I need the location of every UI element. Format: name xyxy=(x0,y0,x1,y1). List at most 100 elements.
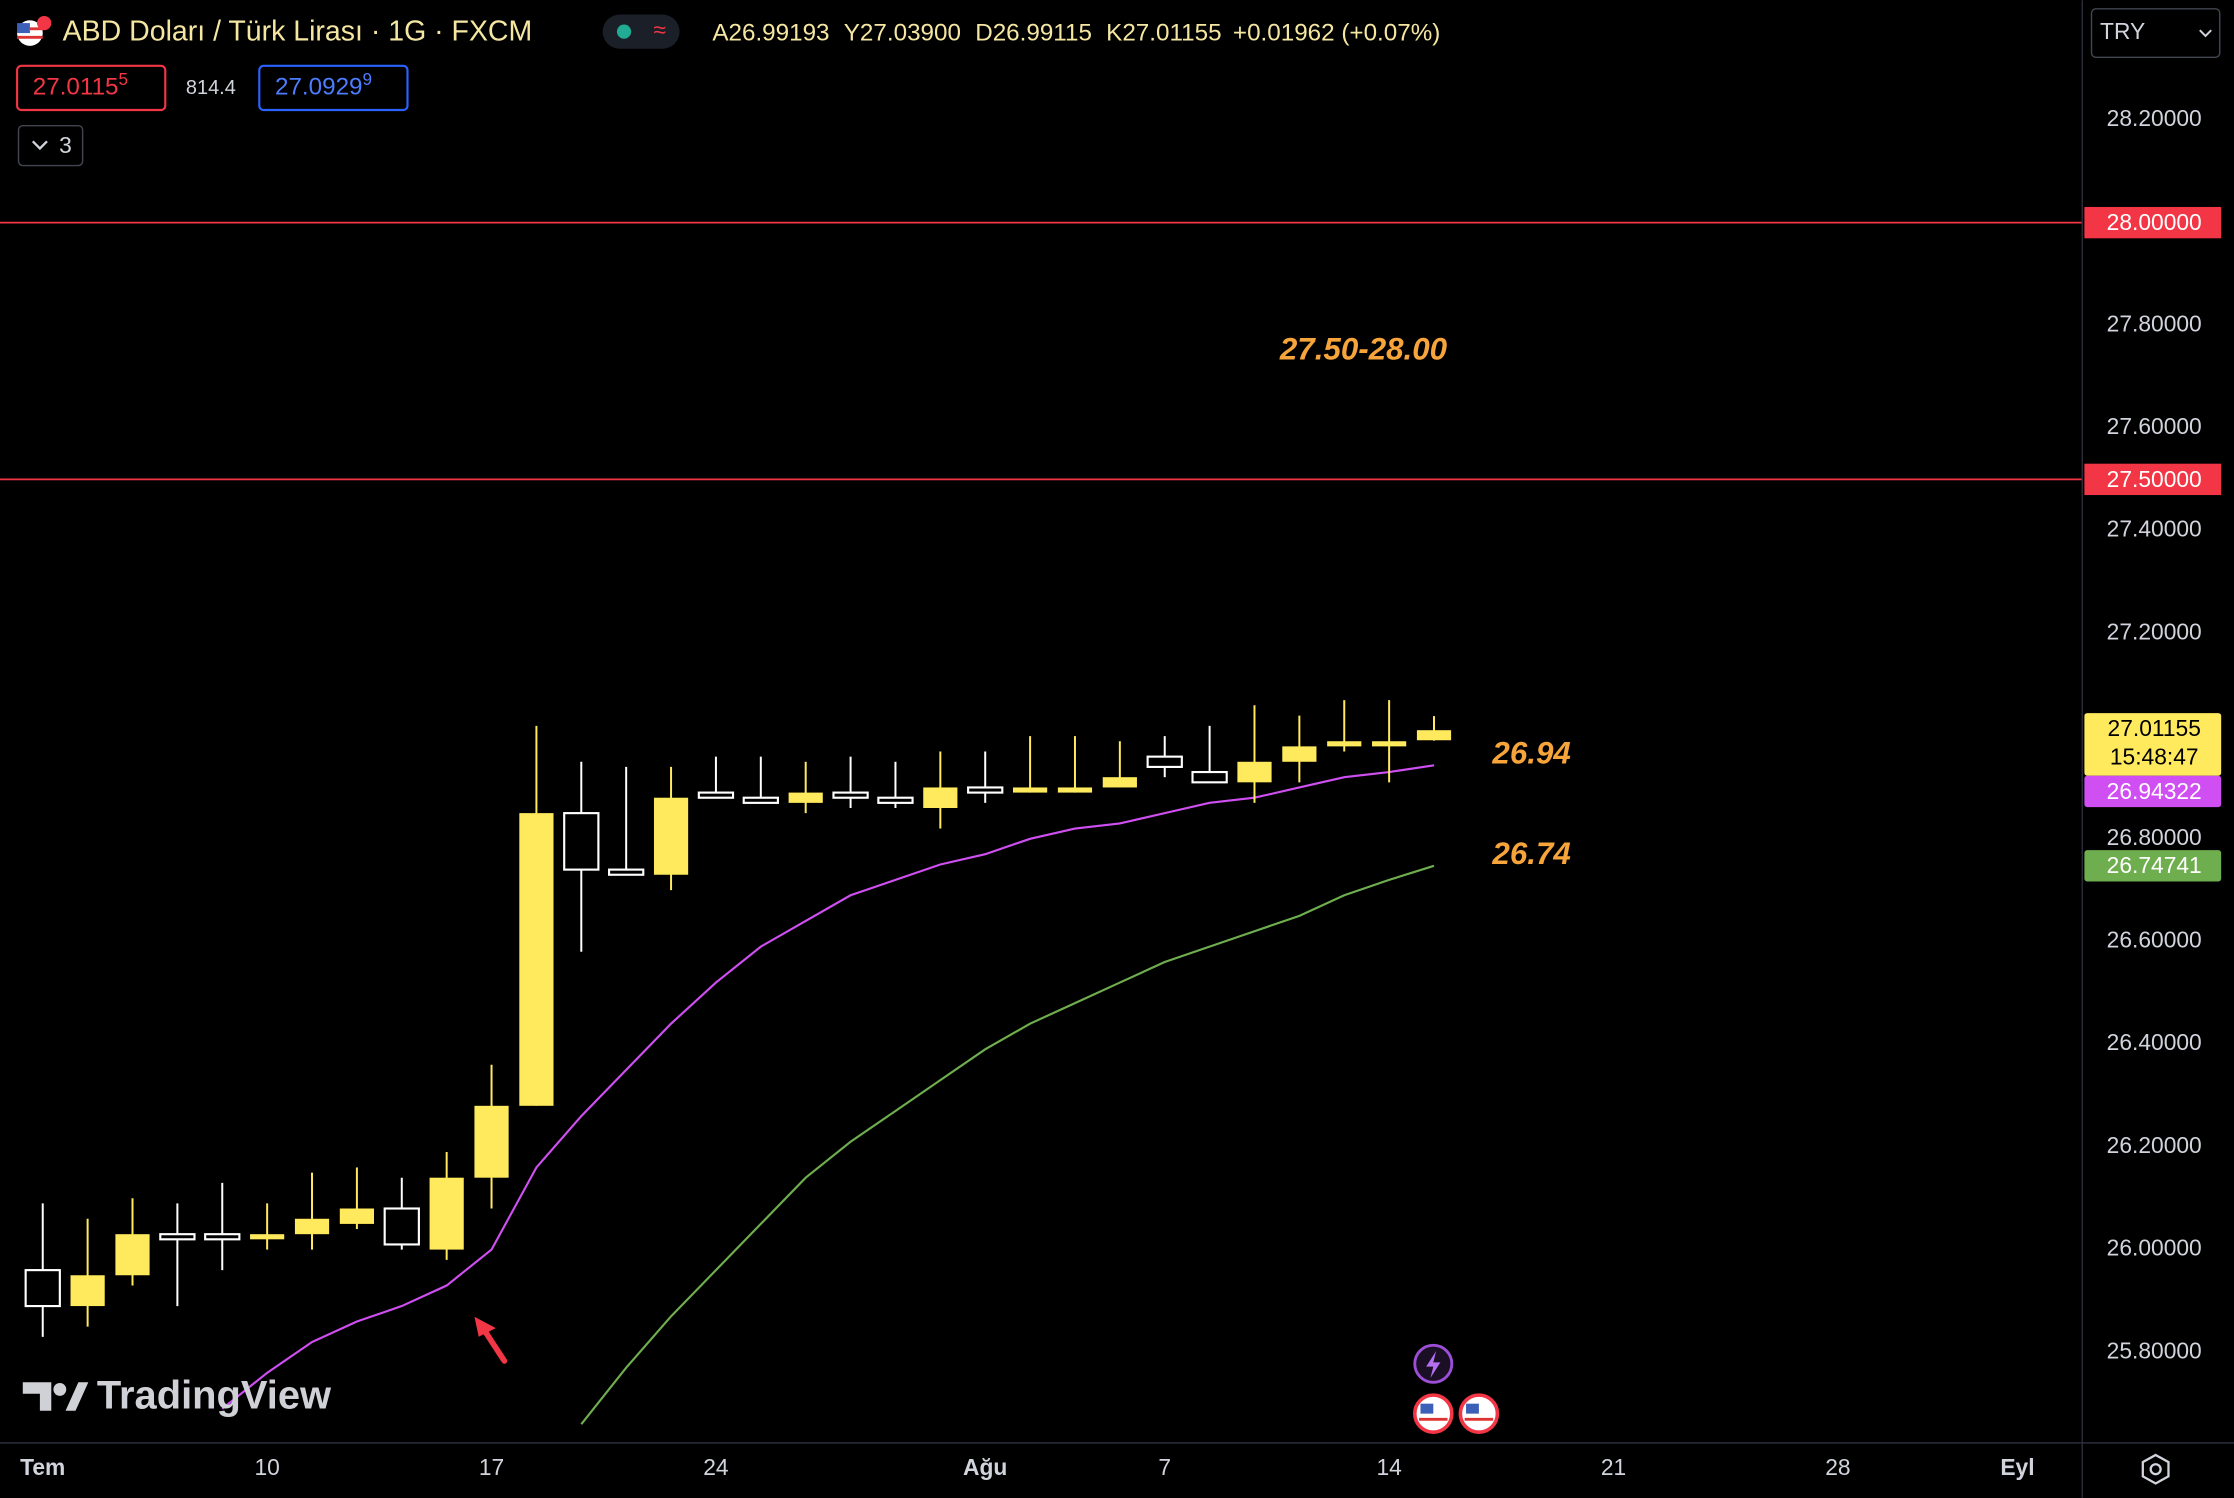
collapse-button[interactable]: 3 xyxy=(17,124,84,167)
indicator-price-label: 26.74741 xyxy=(2107,852,2202,878)
ohlc-key: D xyxy=(975,20,993,47)
candle-body xyxy=(832,791,869,799)
candle-body xyxy=(429,1177,464,1250)
x-tick-label: 14 xyxy=(1376,1454,1401,1480)
y-tick-label: 26.80000 xyxy=(2107,824,2202,850)
y-tick-label: 26.00000 xyxy=(2107,1235,2202,1261)
y-tick-label: 28.20000 xyxy=(2107,105,2202,131)
ask-price: 27.09299 xyxy=(275,70,372,101)
candle-body xyxy=(24,1269,61,1308)
y-tick-label: 27.60000 xyxy=(2107,413,2202,439)
x-tick-label: Ağu xyxy=(963,1454,1007,1480)
candle-body xyxy=(1102,777,1137,788)
y-tick-label: 25.80000 xyxy=(2107,1337,2202,1363)
indicator-price-bg xyxy=(2084,850,2222,882)
x-tick-label: Tem xyxy=(20,1454,65,1480)
x-tick-label: Eyl xyxy=(2000,1454,2034,1480)
candle-body xyxy=(474,1105,509,1178)
candle-body xyxy=(1416,730,1452,741)
bid-price: 27.01155 xyxy=(33,70,128,101)
y-tick-label: 26.40000 xyxy=(2107,1029,2202,1055)
candle-body xyxy=(1327,741,1362,747)
y-tick-label: 26.60000 xyxy=(2107,927,2202,953)
ohlc-value: 27.03900 xyxy=(860,20,961,47)
ask-price-main: 27.0929 xyxy=(275,74,363,101)
level-label: 27.50000 xyxy=(2107,466,2202,492)
candle-body xyxy=(1237,761,1272,783)
candle-body xyxy=(967,786,1004,794)
arrow-annotation xyxy=(474,1316,508,1364)
y-tick-label: 27.40000 xyxy=(2107,516,2202,542)
annotation: 26.74 xyxy=(1491,836,1570,871)
countdown: 15:48:47 xyxy=(2110,744,2199,770)
candle-body xyxy=(742,796,779,804)
candle-body xyxy=(608,868,645,876)
currency-label: TRY xyxy=(2100,18,2145,44)
candle-body xyxy=(339,1208,374,1224)
spread: 814.4 xyxy=(186,77,236,99)
moving-average-line xyxy=(580,864,1435,1425)
candle-body xyxy=(159,1233,196,1241)
chart-title: ABD Doları / Türk Lirası · 1G · FXCM xyxy=(63,16,533,48)
x-tick-label: 10 xyxy=(254,1454,279,1480)
candle-body xyxy=(697,791,735,799)
plot-area xyxy=(24,700,1452,1425)
currency-dropdown[interactable]: TRY xyxy=(2090,8,2221,58)
bid-price-sup: 5 xyxy=(119,70,129,89)
indicator-price-label: 26.94322 xyxy=(2107,778,2202,804)
ohlc-change: +0.01962 (+0.07%) xyxy=(1233,20,1440,47)
moving-average-line xyxy=(221,764,1435,1410)
candle-body xyxy=(115,1234,150,1276)
ask-price-sup: 9 xyxy=(363,70,373,89)
indicator-count: 3 xyxy=(59,132,72,158)
candle-body xyxy=(70,1275,105,1307)
candle-body xyxy=(877,796,914,804)
x-tick-label: 7 xyxy=(1158,1454,1171,1480)
candle-body xyxy=(519,813,554,1106)
last-price-bg xyxy=(2084,713,2222,776)
x-tick-label: 28 xyxy=(1825,1454,1850,1480)
annotation: 27.50-28.00 xyxy=(1279,331,1448,366)
level-label-bg xyxy=(2084,463,2222,496)
annotation: 26.94 xyxy=(1491,736,1570,771)
indicator-price-bg xyxy=(2084,775,2222,808)
watermark: TradingView xyxy=(97,1374,332,1418)
y-tick-label: 27.20000 xyxy=(2107,618,2202,644)
level-label: 28.00000 xyxy=(2107,209,2202,235)
bid-button[interactable]: 27.01155 xyxy=(16,64,167,112)
candle-body xyxy=(383,1207,420,1246)
settings-button[interactable] xyxy=(2141,1453,2170,1485)
svg-text:≈: ≈ xyxy=(653,17,666,43)
candle-body xyxy=(563,812,600,871)
status-badge: ≈ xyxy=(602,14,680,49)
ask-button[interactable]: 27.09299 xyxy=(258,64,409,112)
x-tick-label: 21 xyxy=(1601,1454,1626,1480)
candle-body xyxy=(1057,787,1093,793)
ohlc-value: 26.99193 xyxy=(729,20,830,47)
symbol-flag xyxy=(17,15,52,46)
candle-body xyxy=(250,1234,285,1240)
candle-body xyxy=(788,792,823,803)
ohlc-key: A xyxy=(712,20,729,47)
candle-body xyxy=(1282,746,1317,762)
x-tick-label: 24 xyxy=(703,1454,728,1480)
candle-body xyxy=(923,787,958,808)
ohlc-key: K xyxy=(1106,20,1122,47)
y-tick-label: 26.20000 xyxy=(2107,1132,2202,1158)
ohlc-value: 26.99115 xyxy=(993,20,1092,47)
ohlc-key: Y xyxy=(844,20,860,47)
candle-body xyxy=(1191,770,1228,784)
candle-body xyxy=(204,1233,241,1241)
ohlc-value: 27.01155 xyxy=(1122,20,1221,47)
candle-body xyxy=(1012,787,1048,793)
candle-body xyxy=(1146,755,1183,768)
candle-body xyxy=(653,797,689,875)
bid-price-main: 27.0115 xyxy=(33,74,119,101)
x-tick-label: 17 xyxy=(479,1454,504,1480)
last-price-label: 27.01155 xyxy=(2108,715,2201,741)
level-label-bg xyxy=(2084,206,2222,239)
candle-body xyxy=(1372,741,1407,747)
event-icons[interactable] xyxy=(1412,1343,1500,1434)
